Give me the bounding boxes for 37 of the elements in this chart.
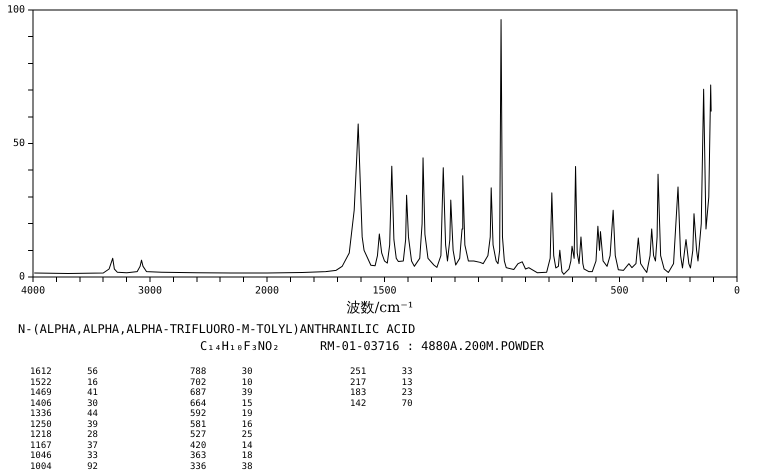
text: 1004 92: [30, 462, 98, 472]
x-tick-label: 3000: [138, 286, 162, 297]
text: C₁₄H₁₀F₃NO₂: [200, 339, 280, 353]
text: 217 13: [350, 378, 413, 388]
x-tick-label: 2000: [254, 286, 280, 297]
text: 251 33: [350, 367, 413, 378]
text: N-(ALPHA,ALPHA,ALPHA-TRIFLUORO-M-TOLYL)ANTHRANILIC ACID: [18, 322, 416, 336]
text: 1218 28: [30, 430, 98, 441]
text: 1336 44: [30, 409, 98, 420]
y-tick-label: 100: [7, 4, 26, 16]
text: 592 19: [190, 409, 253, 420]
text: 664 15: [190, 398, 253, 409]
text: 1522 16: [30, 378, 98, 388]
x-axis-title: 波数/cm⁻¹: [346, 299, 414, 317]
text: 1046 33: [30, 451, 98, 462]
text: 420 14: [190, 440, 253, 451]
text: 336 38: [190, 462, 253, 472]
text: 363 18: [190, 451, 253, 462]
text: 702 10: [190, 378, 253, 388]
text: 1612 56: [30, 367, 98, 378]
text: 687 39: [190, 388, 253, 399]
text: RM-01-03716 : 4880A.200M.POWDER: [320, 339, 544, 353]
x-tick-label: 0: [734, 286, 740, 297]
text: 1406 30: [30, 398, 98, 409]
text: 183 23: [350, 388, 413, 399]
y-tick-label: 50: [13, 138, 26, 150]
x-tick-label: 500: [610, 286, 629, 297]
text: 1250 39: [30, 420, 98, 430]
text: 788 30: [190, 367, 253, 378]
y-tick-label: 0: [19, 272, 26, 283]
text: 581 16: [190, 420, 253, 430]
text: 527 25: [190, 430, 253, 441]
text: 1167 37: [30, 440, 98, 451]
x-tick-label: 1500: [372, 286, 397, 297]
x-tick-label: 4000: [21, 286, 46, 297]
text: 142 70: [350, 398, 413, 410]
text: 1469 41: [30, 388, 98, 399]
